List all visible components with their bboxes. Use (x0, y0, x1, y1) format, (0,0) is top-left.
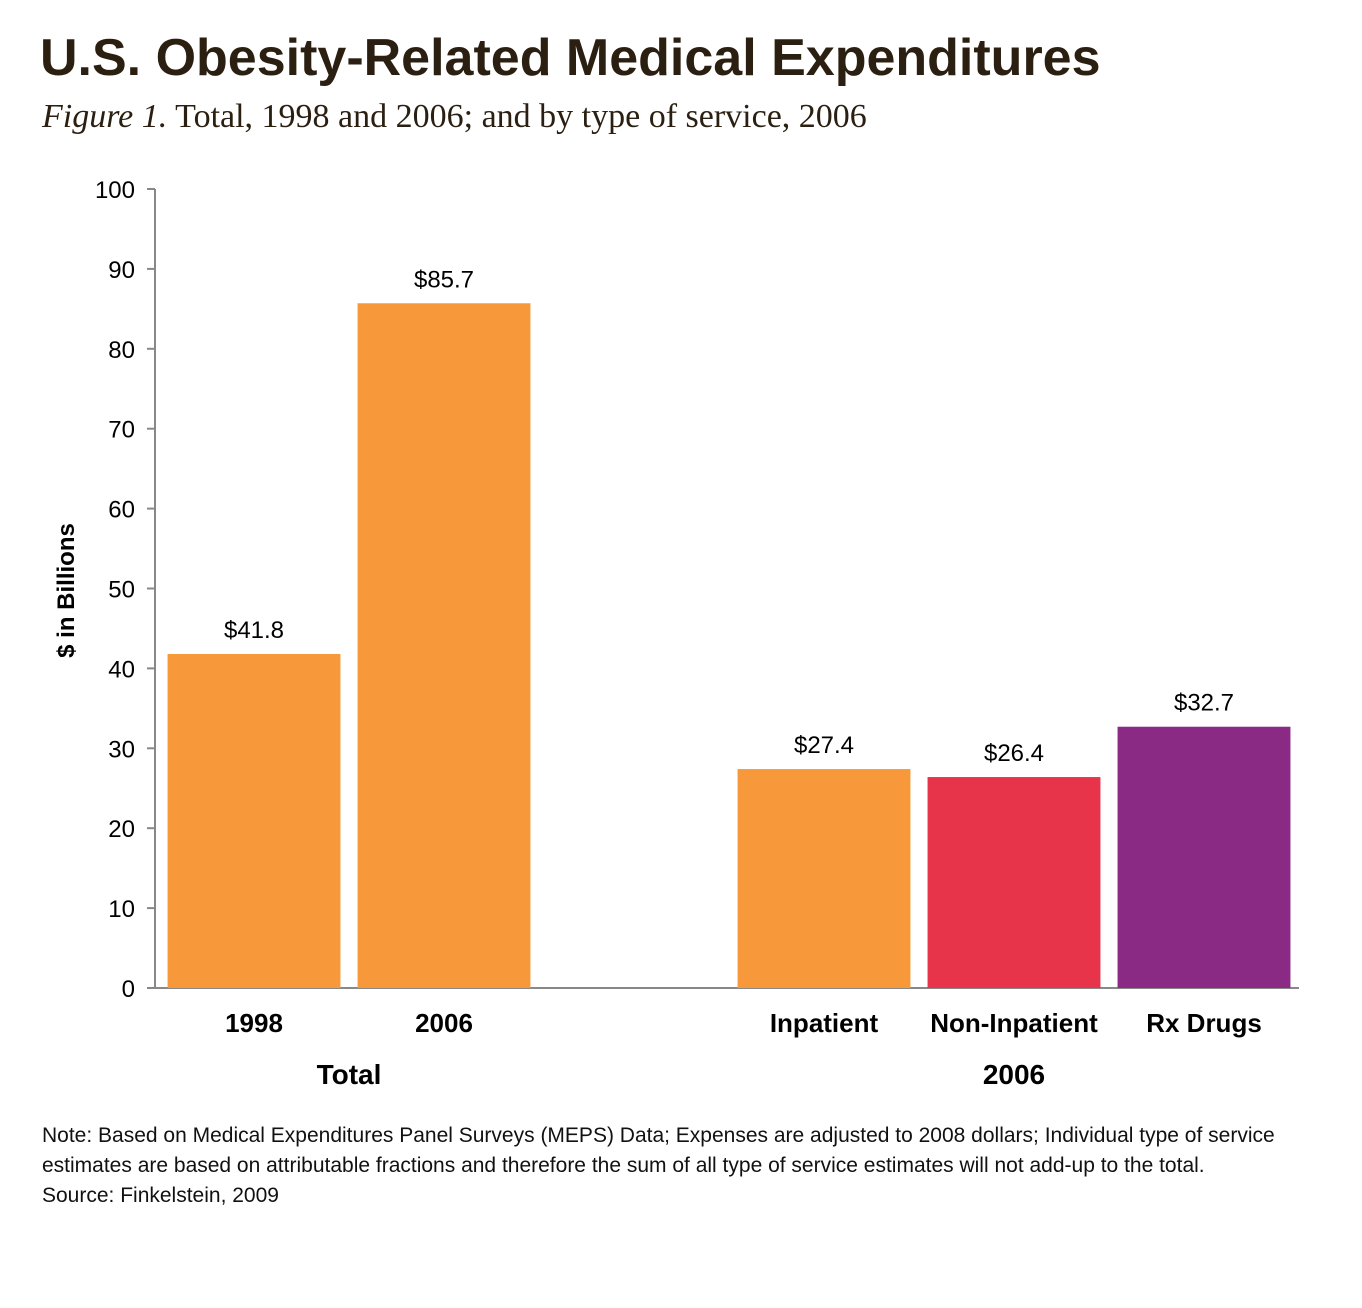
bar (1117, 726, 1291, 988)
y-tick-label: 0 (122, 976, 135, 1003)
x-tick-label: Inpatient (770, 1008, 879, 1038)
y-tick-label: 80 (108, 337, 135, 364)
bar (737, 769, 911, 988)
value-label: $27.4 (794, 732, 854, 759)
subtitle-line: Figure 1. Total, 1998 and 2006; and by t… (42, 98, 867, 136)
chart-title: U.S. Obesity-Related Medical Expenditure… (40, 29, 1101, 87)
value-label: $85.7 (414, 266, 474, 293)
figure-label: Figure 1. (42, 98, 168, 135)
notes: Note: Based on Medical Expenditures Pane… (42, 1121, 1312, 1211)
y-tick-label: 70 (108, 417, 135, 444)
y-tick-label: 100 (95, 177, 135, 204)
value-label: $26.4 (984, 740, 1044, 767)
x-tick-label: 1998 (225, 1008, 283, 1038)
y-tick-label: 90 (108, 257, 135, 284)
subtitle: Total, 1998 and 2006; and by type of ser… (175, 98, 867, 135)
note: Note: Based on Medical Expenditures Pane… (42, 1124, 1275, 1177)
value-label: $32.7 (1174, 690, 1234, 717)
y-tick-label: 50 (108, 577, 135, 604)
bar (927, 777, 1101, 988)
bar (357, 303, 531, 989)
group-label: Total (317, 1059, 382, 1090)
y-tick-label: 10 (108, 896, 135, 923)
y-tick-label: 30 (108, 736, 135, 763)
y-axis-label: $ in Billions (53, 523, 80, 658)
y-tick-label: 40 (108, 656, 135, 683)
x-tick-label: Rx Drugs (1146, 1008, 1262, 1038)
group-label: 2006 (983, 1059, 1045, 1090)
y-tick-label: 60 (108, 497, 135, 524)
x-tick-label: Non-Inpatient (930, 1008, 1098, 1038)
x-tick-label: 2006 (415, 1008, 473, 1038)
y-tick-label: 20 (108, 816, 135, 843)
bar (167, 654, 341, 988)
value-label: $41.8 (224, 617, 284, 644)
source: Source: Finkelstein, 2009 (42, 1184, 279, 1207)
